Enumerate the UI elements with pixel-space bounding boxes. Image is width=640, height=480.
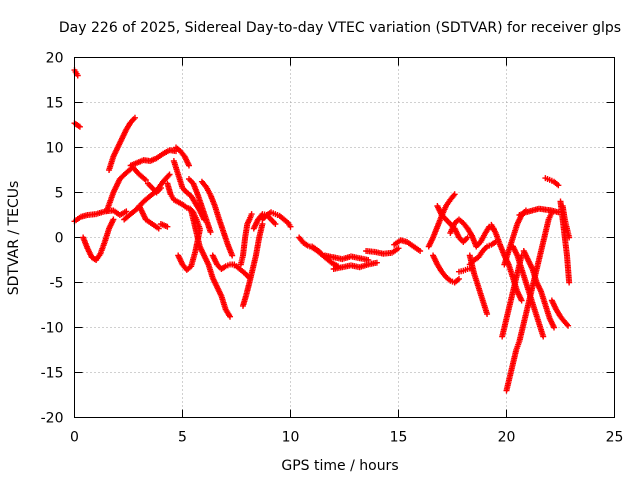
chart-title: Day 226 of 2025, Sidereal Day-to-day VTE… [59, 20, 621, 36]
data-point [248, 211, 255, 218]
data-point [551, 324, 558, 331]
data-point [272, 221, 279, 227]
y-tick-label: 15 [46, 96, 64, 112]
data-point [373, 259, 380, 266]
x-tick-label: 20 [498, 430, 516, 446]
data-point [518, 297, 525, 304]
y-tick-label: 5 [55, 186, 64, 202]
axis-ticks: 0 5 10 15 20 25 -20 -15 -10 -5 0 5 10 15 20 [41, 51, 624, 446]
x-tick-label: 15 [390, 430, 408, 446]
data-point [165, 172, 172, 179]
x-axis-label: GPS time / hours [281, 458, 398, 474]
data-point [185, 162, 192, 169]
data-point [157, 185, 164, 191]
y-tick-label: 0 [55, 231, 64, 247]
data-point [207, 229, 214, 236]
grid-lines [74, 57, 615, 418]
data-point [555, 182, 562, 189]
data-point [484, 311, 491, 317]
data-point [76, 123, 83, 130]
data-point [540, 333, 547, 340]
data-point [123, 208, 130, 215]
y-tick-label: -10 [41, 321, 64, 337]
data-point [563, 321, 570, 328]
data-point [141, 175, 148, 182]
y-axis-label: SDTVAR / TECUs [6, 181, 22, 296]
data-point [229, 252, 236, 259]
data-point [131, 114, 138, 121]
x-tick-label: 0 [70, 430, 79, 446]
data-point [455, 275, 462, 282]
y-tick-label: -20 [41, 411, 64, 427]
data-point [166, 171, 173, 178]
data-point [155, 225, 162, 232]
data-point [164, 223, 171, 230]
data-point [395, 245, 402, 252]
y-tick-label: 20 [46, 51, 64, 67]
data-point [417, 248, 424, 254]
plot-frame [74, 57, 615, 418]
data-points [71, 67, 573, 394]
x-tick-label: 10 [282, 430, 300, 446]
data-point [566, 279, 573, 286]
y-tick-label: 10 [46, 141, 64, 157]
data-point [451, 191, 458, 198]
data-point [110, 216, 117, 223]
y-tick-label: -15 [41, 366, 64, 382]
data-point [227, 313, 234, 320]
data-point [74, 72, 81, 79]
data-point [287, 223, 294, 230]
data-point [566, 234, 573, 241]
data-point [142, 176, 149, 183]
x-tick-label: 5 [178, 430, 187, 446]
x-tick-label: 25 [606, 430, 624, 446]
y-tick-label: -5 [50, 276, 64, 292]
data-point [565, 322, 572, 329]
